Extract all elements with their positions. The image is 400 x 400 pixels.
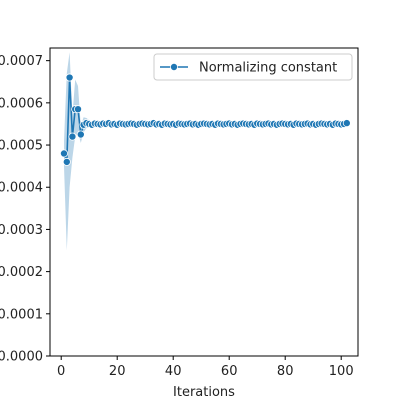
y-tick-label: 0.0007 [0,54,43,69]
legend-frame [153,53,353,81]
data-point [62,157,71,166]
y-tick-label: 0.0005 [0,139,43,154]
y-tick-label: 0.0006 [0,96,43,111]
plot-area [60,52,351,251]
x-axis-label: Iterations [173,385,235,400]
data-point [76,130,85,139]
plot-inner [60,52,351,251]
x-tick-label: 20 [109,364,126,379]
legend: Normalizing constant [153,53,353,81]
x-tick-label: 80 [277,364,294,379]
y-tick-label: 0.0000 [0,350,43,365]
plot-frame [49,47,359,357]
x-tick-label: 100 [329,364,354,379]
y-tick-label: 0.0004 [0,181,43,196]
data-point [74,105,83,114]
data-point [68,132,77,141]
y-tick-label: 0.0002 [0,265,43,280]
legend-entry-label: Normalizing constant [199,61,337,76]
y-tick-label: 0.0003 [0,223,43,238]
axes: 0 20 40 60 80 100 0.0000 0.0001 0.0002 0.0003 0.00… [0,47,359,400]
x-tick-label: 40 [165,364,182,379]
data-point [342,119,351,128]
x-tick-label: 60 [221,364,238,379]
data-point [65,73,74,82]
x-tick-label: 0 [57,364,65,379]
data-point [60,149,69,158]
y-tick-label: 0.0001 [0,307,43,322]
legend-marker-sample [169,63,178,72]
